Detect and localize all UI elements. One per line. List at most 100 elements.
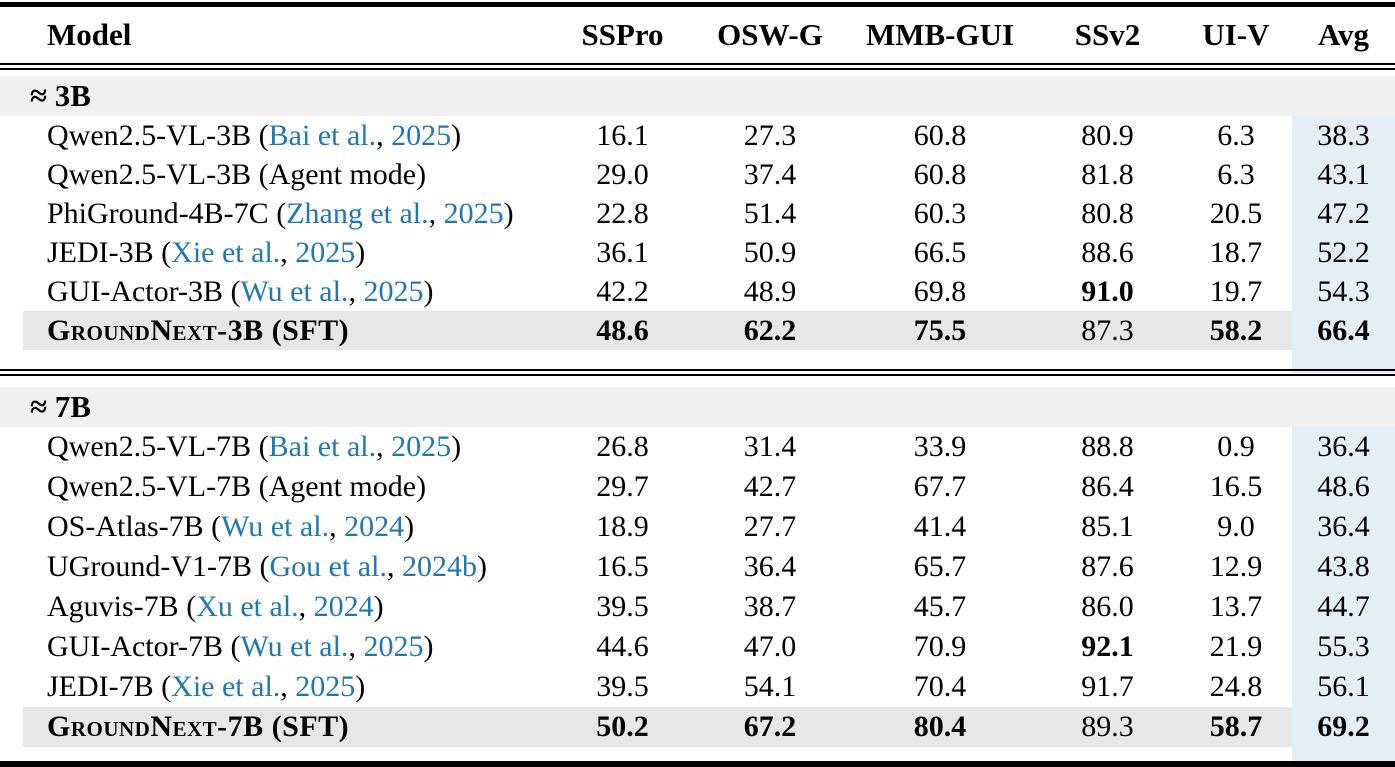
- citation-author-link[interactable]: Xie et al.: [171, 235, 281, 269]
- section-header-3b: ≈ 3B: [0, 76, 1395, 116]
- cell-uiv: 24.8: [1209, 670, 1263, 703]
- cell-sspro: 39.5: [596, 590, 649, 623]
- cell-mmbgui: 65.7: [913, 550, 967, 583]
- spacer: [0, 67, 1395, 77]
- paren: (: [178, 590, 197, 623]
- model-cell: Qwen2.5-VL-7B (Agent mode): [0, 467, 550, 507]
- table-row: Qwen2.5-VL-3B (Bai et al., 2025) 16.1 27…: [0, 116, 1395, 155]
- cell-uiv: 6.3: [1217, 118, 1255, 152]
- header-model: Model: [0, 4, 550, 70]
- cell-mmbgui: 66.5: [913, 235, 967, 269]
- paren: ): [503, 196, 514, 230]
- citation-author-link[interactable]: Bai et al.: [268, 430, 377, 463]
- cell-avg: 55.3: [1292, 627, 1395, 667]
- model-name: GroundNext-3B (SFT): [47, 313, 350, 347]
- cell-oswg: 62.2: [695, 311, 845, 350]
- citation-year-link[interactable]: 2025: [363, 274, 424, 308]
- table-row: JEDI-7B (Xie et al., 2025) 39.5 54.1 70.…: [0, 667, 1395, 707]
- citation-year-link[interactable]: 2025: [295, 670, 356, 703]
- model-cell: GroundNext-3B (SFT): [0, 311, 550, 350]
- cell-oswg: 27.3: [743, 118, 797, 152]
- cell-uiv: 20.5: [1209, 196, 1263, 230]
- citation-author-link[interactable]: Zhang et al.: [286, 196, 429, 230]
- citation-year-link[interactable]: 2024: [313, 590, 374, 623]
- cell-sspro: 29.0: [596, 157, 649, 191]
- citation-author-link[interactable]: Xie et al.: [171, 670, 281, 703]
- paren: ): [423, 630, 434, 663]
- table-row: JEDI-3B (Xie et al., 2025) 36.1 50.9 66.…: [0, 233, 1395, 272]
- model-cell: GUI-Actor-3B (Wu et al., 2025): [0, 272, 550, 311]
- citation-year-link[interactable]: 2024: [344, 510, 405, 543]
- cell-mmbgui: 60.8: [913, 157, 967, 191]
- citation-year-link[interactable]: 2024b: [401, 550, 477, 583]
- paren: (: [223, 274, 241, 308]
- cell-avg: 66.4: [1292, 311, 1395, 350]
- cell-avg: 44.7: [1292, 587, 1395, 627]
- model-cell: GUI-Actor-7B (Wu et al., 2025): [0, 627, 550, 667]
- cell-sspro: 42.2: [596, 274, 649, 308]
- cell-ssv2: 86.4: [1081, 470, 1134, 503]
- header-avg: Avg: [1292, 4, 1395, 70]
- citation-author-link[interactable]: Wu et al.: [240, 274, 349, 308]
- cell-mmbgui: 75.5: [845, 311, 1035, 350]
- cell-uiv: 12.9: [1209, 550, 1263, 583]
- model-cell: Aguvis-7B (Xu et al., 2024): [0, 587, 550, 627]
- cell-oswg: 31.4: [743, 430, 797, 463]
- model-name: Qwen2.5-VL-7B: [47, 430, 252, 463]
- cell-mmbgui: 33.9: [913, 430, 967, 463]
- citation-year-link[interactable]: 2025: [295, 235, 356, 269]
- citation-year-link[interactable]: 2025: [391, 430, 452, 463]
- paren: (: [251, 118, 269, 152]
- citation-author-link[interactable]: Gou et al.: [269, 550, 387, 583]
- cell-mmbgui: 60.3: [913, 196, 967, 230]
- cell-ssv2: 91.0: [1081, 274, 1134, 308]
- header-ssv2: SSv2: [1035, 4, 1180, 70]
- cell-ssv2: 89.3: [1035, 707, 1180, 747]
- model-name: GUI-Actor-3B: [47, 274, 224, 308]
- citation-author-link[interactable]: Xu et al.: [196, 590, 299, 623]
- paren: ): [355, 670, 366, 703]
- separator: ,: [376, 430, 392, 463]
- model-name: OS-Atlas-7B: [47, 510, 204, 543]
- model-name: Qwen2.5-VL-3B: [47, 118, 252, 152]
- cell-oswg: 27.7: [743, 510, 797, 543]
- citation-author-link[interactable]: Bai et al.: [268, 118, 377, 152]
- header-uiv: UI-V: [1180, 4, 1292, 70]
- table-row: GUI-Actor-3B (Wu et al., 2025) 42.2 48.9…: [0, 272, 1395, 311]
- cell-oswg: 36.4: [743, 550, 797, 583]
- citation-year-link[interactable]: 2025: [391, 118, 452, 152]
- cell-mmbgui: 60.8: [913, 118, 967, 152]
- cell-mmbgui: 80.4: [845, 707, 1035, 747]
- cell-avg: 43.1: [1292, 155, 1395, 194]
- separator: ,: [386, 550, 402, 583]
- citation-year-link[interactable]: 2025: [443, 196, 504, 230]
- model-cell: PhiGround-4B-7C (Zhang et al., 2025): [0, 194, 550, 233]
- citation-year-link[interactable]: 2025: [363, 630, 424, 663]
- spacer: [0, 747, 1395, 764]
- table-row: UGround-V1-7B (Gou et al., 2024b) 16.5 3…: [0, 547, 1395, 587]
- separator: ,: [329, 510, 345, 543]
- separator: ,: [428, 196, 444, 230]
- section-label: ≈ 3B: [0, 76, 1395, 116]
- cell-sspro: 29.7: [596, 470, 649, 503]
- header-mmbgui: MMB-GUI: [845, 4, 1035, 70]
- paren: (: [268, 196, 287, 230]
- cell-ssv2: 86.0: [1081, 590, 1134, 623]
- separator: ,: [376, 118, 392, 152]
- paren: ): [423, 274, 434, 308]
- separator: ,: [348, 630, 364, 663]
- cell-avg: 38.3: [1292, 116, 1395, 155]
- model-name: GroundNext-7B (SFT): [47, 710, 350, 743]
- cell-oswg: 42.7: [743, 470, 797, 503]
- model-name: PhiGround-4B-7C: [47, 196, 269, 230]
- citation-author-link[interactable]: Wu et al.: [240, 630, 349, 663]
- cell-uiv: 21.9: [1209, 630, 1263, 663]
- cell-ssv2: 88.8: [1081, 430, 1134, 463]
- cell-mmbgui: 67.7: [913, 470, 967, 503]
- model-cell: Qwen2.5-VL-7B (Bai et al., 2025): [0, 427, 550, 467]
- cell-mmbgui: 69.8: [913, 274, 967, 308]
- cell-mmbgui: 70.9: [913, 630, 967, 663]
- citation-author-link[interactable]: Wu et al.: [221, 510, 330, 543]
- cell-avg: 36.4: [1292, 507, 1395, 547]
